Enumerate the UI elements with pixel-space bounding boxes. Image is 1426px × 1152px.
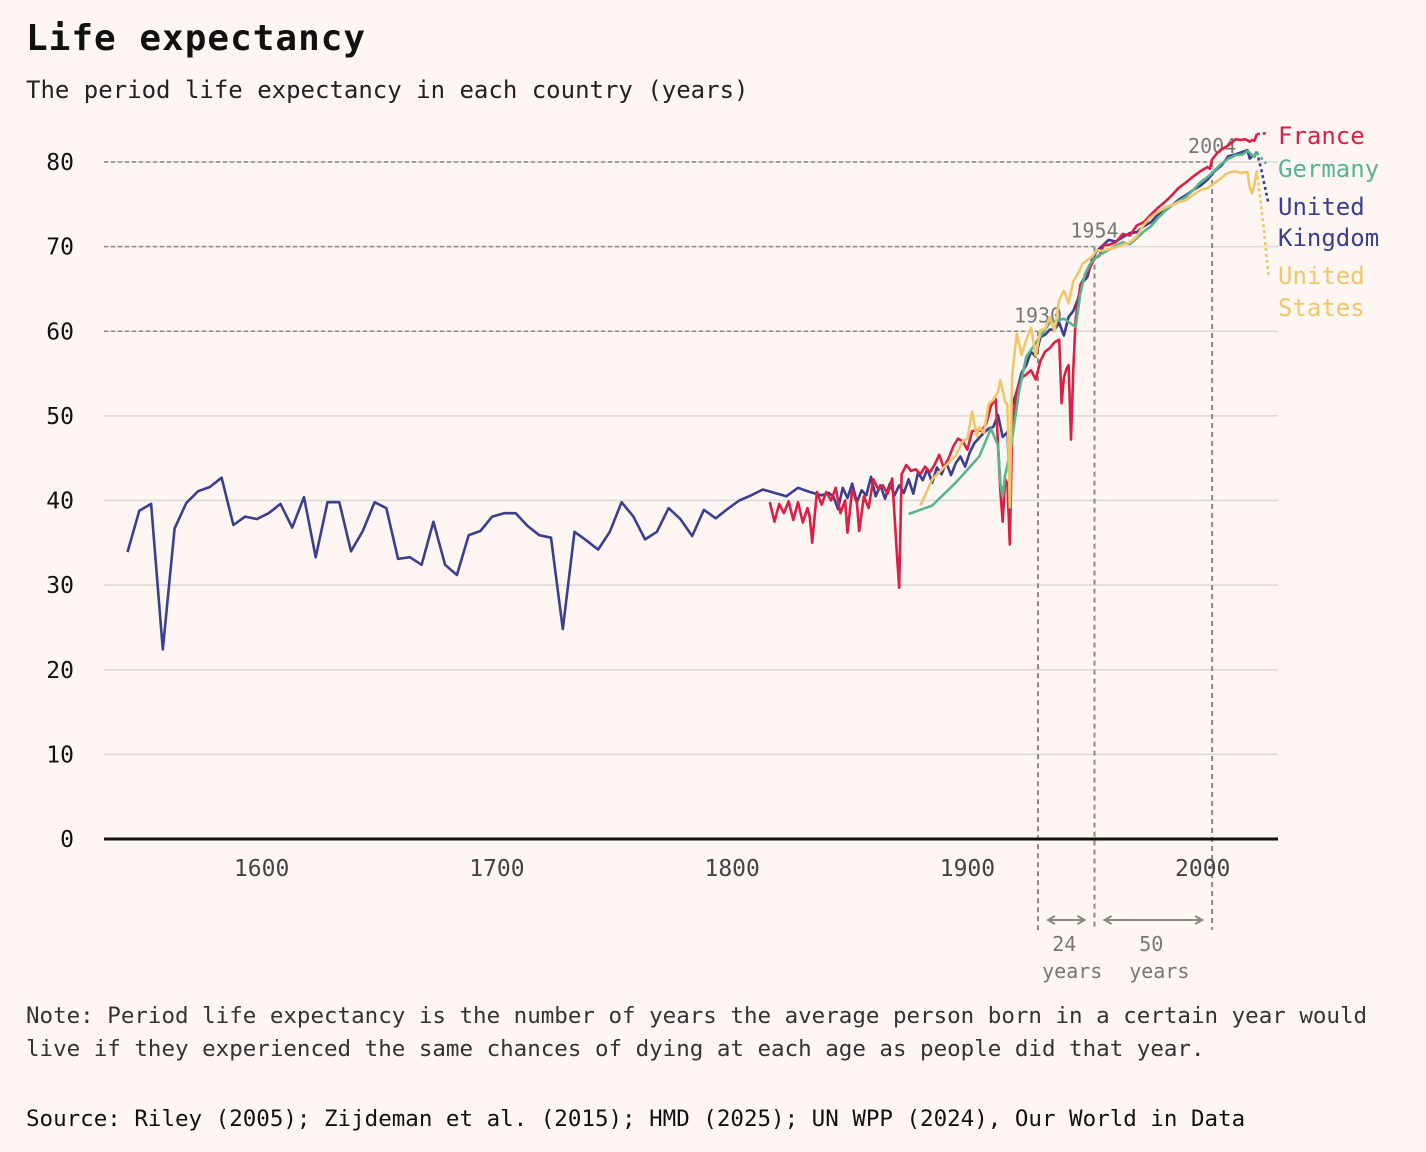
- chart-source: Source: Riley (2005); Zijdeman et al. (2…: [26, 1106, 1246, 1132]
- interval-arrowhead-right: [1076, 915, 1087, 925]
- legend-label-germany: Germany: [1278, 155, 1379, 183]
- y-tick-label: 80: [46, 150, 74, 176]
- gridlines: [104, 161, 1278, 756]
- x-tick-label: 2000: [1175, 856, 1230, 882]
- series-projection-united-kingdom: [1255, 151, 1270, 205]
- chart-subtitle: The period life expectancy in each count…: [26, 76, 749, 104]
- series-line-germany: [908, 149, 1258, 516]
- x-tick-label: 1900: [940, 856, 995, 882]
- series-projection-united-states: [1255, 170, 1270, 277]
- interval-label-value: 50: [1139, 932, 1163, 956]
- x-axis-tick-labels: 1600 1700 1800 1900 2000: [234, 856, 1230, 882]
- y-tick-label: 10: [46, 742, 74, 768]
- legend-label-united-kingdom: United: [1278, 193, 1365, 221]
- y-tick-label: 30: [46, 573, 74, 599]
- legend-label-united-kingdom: Kingdom: [1278, 224, 1379, 252]
- y-tick-label: 40: [46, 489, 74, 515]
- legend-label-united-states: States: [1278, 294, 1365, 322]
- series-line-united-kingdom: [126, 148, 1258, 651]
- legend-label-france: France: [1278, 122, 1365, 150]
- legend-label-united-states: United: [1278, 262, 1365, 290]
- series-line-united-states: [919, 170, 1259, 509]
- interval-arrowhead-left: [1046, 915, 1056, 925]
- series-projection-france: [1256, 131, 1267, 136]
- chart-title: Life expectancy: [26, 18, 367, 59]
- y-tick-label: 60: [46, 319, 74, 345]
- interval-arrowhead-left: [1102, 915, 1112, 925]
- interval-arrowhead-right: [1194, 915, 1205, 925]
- reference-label-1930: 1930: [1014, 303, 1062, 327]
- series-projection-germany: [1255, 151, 1268, 165]
- interval-annotations: 24 years 50 years: [1042, 915, 1205, 983]
- interval-label-unit: years: [1129, 959, 1189, 983]
- reference-label-1954: 1954: [1070, 219, 1118, 243]
- chart-note: Note: Period life expectancy is the numb…: [26, 1003, 1368, 1062]
- series-lines: [126, 131, 1270, 651]
- x-tick-label: 1800: [704, 856, 759, 882]
- interval-label-unit: years: [1042, 959, 1102, 983]
- interval-label-value: 24: [1052, 932, 1076, 956]
- y-tick-label: 0: [60, 827, 74, 853]
- series-end-labels: United Kingdom France Germany United States: [1278, 122, 1379, 322]
- y-tick-label: 70: [46, 235, 74, 261]
- x-tick-label: 1700: [469, 856, 524, 882]
- y-tick-label: 20: [46, 658, 74, 684]
- y-axis-tick-labels: 0 10 20 30 40 50 60 70 80: [46, 150, 74, 853]
- y-tick-label: 50: [46, 404, 74, 430]
- x-tick-label: 1600: [234, 856, 289, 882]
